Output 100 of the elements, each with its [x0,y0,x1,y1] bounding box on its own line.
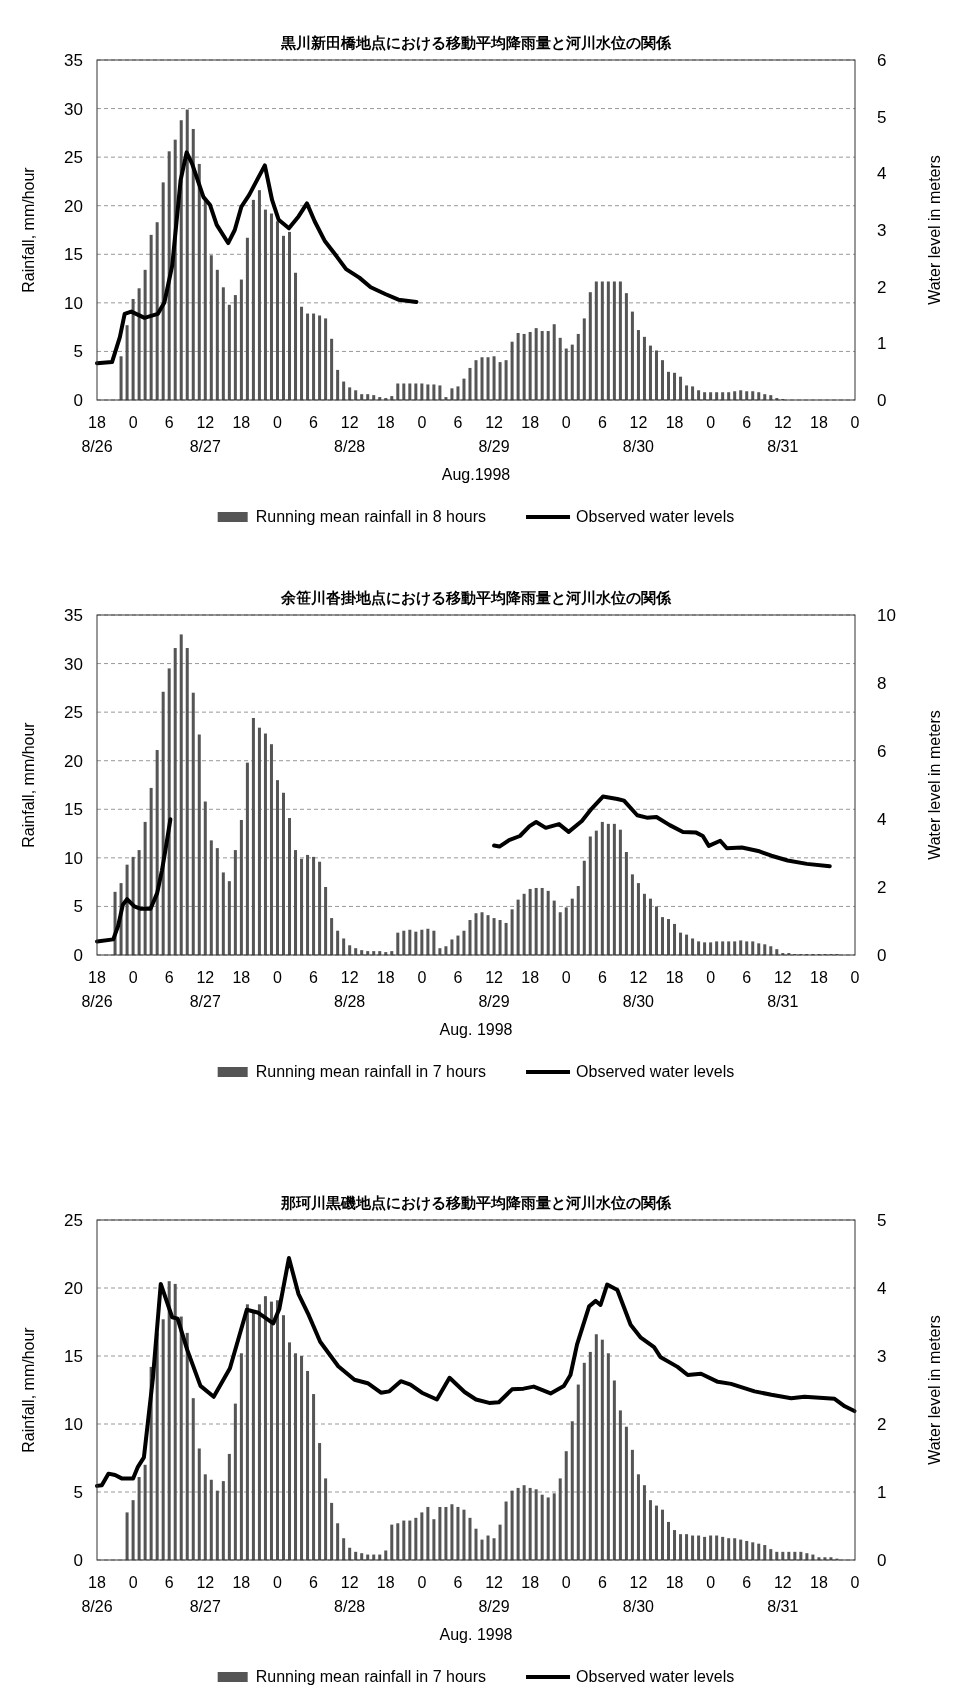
y2-axis-title: Water level in meters [926,155,943,305]
x-tick-label: 12 8/27 [189,969,221,1010]
y-tick-label: 15 [64,800,83,820]
y2-tick-label: 8 [877,674,887,693]
x-tick-label: 12 8/28 [334,969,366,1010]
x-tick-label: 0 [850,969,860,986]
x-tick-label: 12 8/30 [622,414,655,455]
y2-tick-label: 5 [877,107,887,127]
x-tick-label: 0 [417,414,427,431]
y-tick-label: 15 [64,245,83,265]
x-tick-label: 0 [417,969,427,986]
x-tick-label: 12 8/30 [622,1574,655,1615]
x-tick-label: 18 [810,1574,828,1591]
x-tick-label: 0 [706,1574,716,1591]
y-tick-label: 25 [64,148,83,168]
x-tick-label: 0 [417,1574,427,1591]
y-tick-label: 0 [73,946,83,965]
x-tick-label: 6 [453,414,463,431]
y-axis-title: Rainfall, mm/hour [20,166,37,293]
x-tick-label: 18 [665,969,684,986]
y-axis-title: Rainfall, mm/hour [20,721,37,848]
x-tick-label: 6 [309,969,319,986]
y-tick-label: 5 [73,1483,83,1502]
x-tick-label: 12 8/28 [334,414,366,455]
x-tick-label: 18 8/26 [81,414,113,455]
x-tick-label: 0 [561,414,571,431]
legend-label: Observed water levels [576,1063,735,1080]
y2-tick-label: 2 [877,277,887,297]
x-tick-label: 12 8/29 [478,1574,510,1615]
x-tick-label: 6 [597,414,607,431]
y2-tick-label: 10 [877,606,896,625]
x-tick-label: 18 [665,414,684,431]
legend-label: Running mean rainfall in 8 hours [255,508,487,525]
x-tick-label: 18 [232,1574,251,1591]
y-tick-label: 5 [73,897,83,917]
x-tick-label: 18 8/26 [81,969,113,1010]
x-tick-label: 0 [273,414,283,431]
y-tick-label: 15 [64,1347,83,1366]
x-tick-label: 6 [742,1574,752,1591]
y2-tick-label: 6 [877,742,887,761]
y2-tick-label: 5 [877,1211,887,1230]
x-tick-label: 6 [309,1574,319,1591]
y-tick-label: 25 [64,1211,83,1230]
x-tick-label: 6 [309,414,319,431]
x-tick-label: 18 [232,414,251,431]
x-tick-label: 18 8/26 [81,1574,113,1615]
y2-tick-label: 0 [877,946,887,965]
x-tick-label: 18 [810,414,828,431]
x-tick-label: 12 8/31 [767,1574,799,1615]
chart-title: 那珂川黒磯地点における移動平均降雨量と河川水位の関係 [280,1194,672,1212]
y2-axis-title: Water level in meters [926,710,943,860]
x-tick-label: 12 8/29 [478,969,510,1010]
y-tick-label: 10 [64,1415,83,1434]
y-tick-label: 10 [64,293,83,313]
x-tick-label: 6 [453,969,463,986]
legend-label: Running mean rainfall in 7 hours [255,1063,487,1080]
y2-tick-label: 0 [877,1551,887,1570]
y2-tick-label: 0 [877,391,887,410]
x-tick-label: 0 [850,414,860,431]
y2-tick-label: 6 [877,51,887,70]
x-tick-label: 12 8/28 [334,1574,366,1615]
x-tick-label: 18 [376,1574,395,1591]
y-tick-label: 0 [73,1551,83,1570]
chart-title: 黒川新田橋地点における移動平均降雨量と河川水位の関係 [280,34,672,52]
y-tick-label: 20 [64,196,83,216]
x-axis-title: Aug.1998 [441,466,511,483]
y-tick-label: 30 [64,99,83,119]
y2-tick-label: 1 [877,1483,887,1502]
y-tick-label: 30 [64,654,83,674]
y-tick-label: 20 [64,751,83,771]
y2-tick-label: 2 [877,878,887,897]
y-tick-label: 10 [64,848,83,868]
x-tick-label: 6 [453,1574,463,1591]
x-tick-label: 0 [850,1574,860,1591]
x-tick-label: 0 [273,1574,283,1591]
x-tick-label: 6 [597,1574,607,1591]
y-tick-label: 35 [64,51,83,70]
y-tick-label: 0 [73,391,83,410]
x-tick-label: 6 [164,414,174,431]
y2-tick-label: 4 [877,1279,887,1298]
y-tick-label: 35 [64,606,83,625]
legend-label: Observed water levels [576,1668,735,1685]
x-tick-label: 18 [232,969,251,986]
x-tick-label: 18 [376,414,395,431]
legend-label: Observed water levels [576,508,735,525]
x-tick-label: 0 [561,1574,571,1591]
x-tick-label: 12 8/30 [622,969,655,1010]
x-tick-label: 18 [810,969,828,986]
y-axis-title: Rainfall, mm/hour [20,1326,37,1453]
y2-tick-label: 3 [877,1347,887,1366]
y2-tick-label: 4 [877,810,887,829]
x-tick-label: 0 [128,969,138,986]
x-tick-label: 6 [164,969,174,986]
x-tick-label: 6 [742,969,752,986]
x-axis-title: Aug. 1998 [439,1021,513,1038]
x-tick-label: 6 [742,414,752,431]
x-tick-label: 6 [597,969,607,986]
x-tick-label: 0 [128,414,138,431]
x-tick-label: 18 [521,1574,540,1591]
x-tick-label: 18 [665,1574,684,1591]
